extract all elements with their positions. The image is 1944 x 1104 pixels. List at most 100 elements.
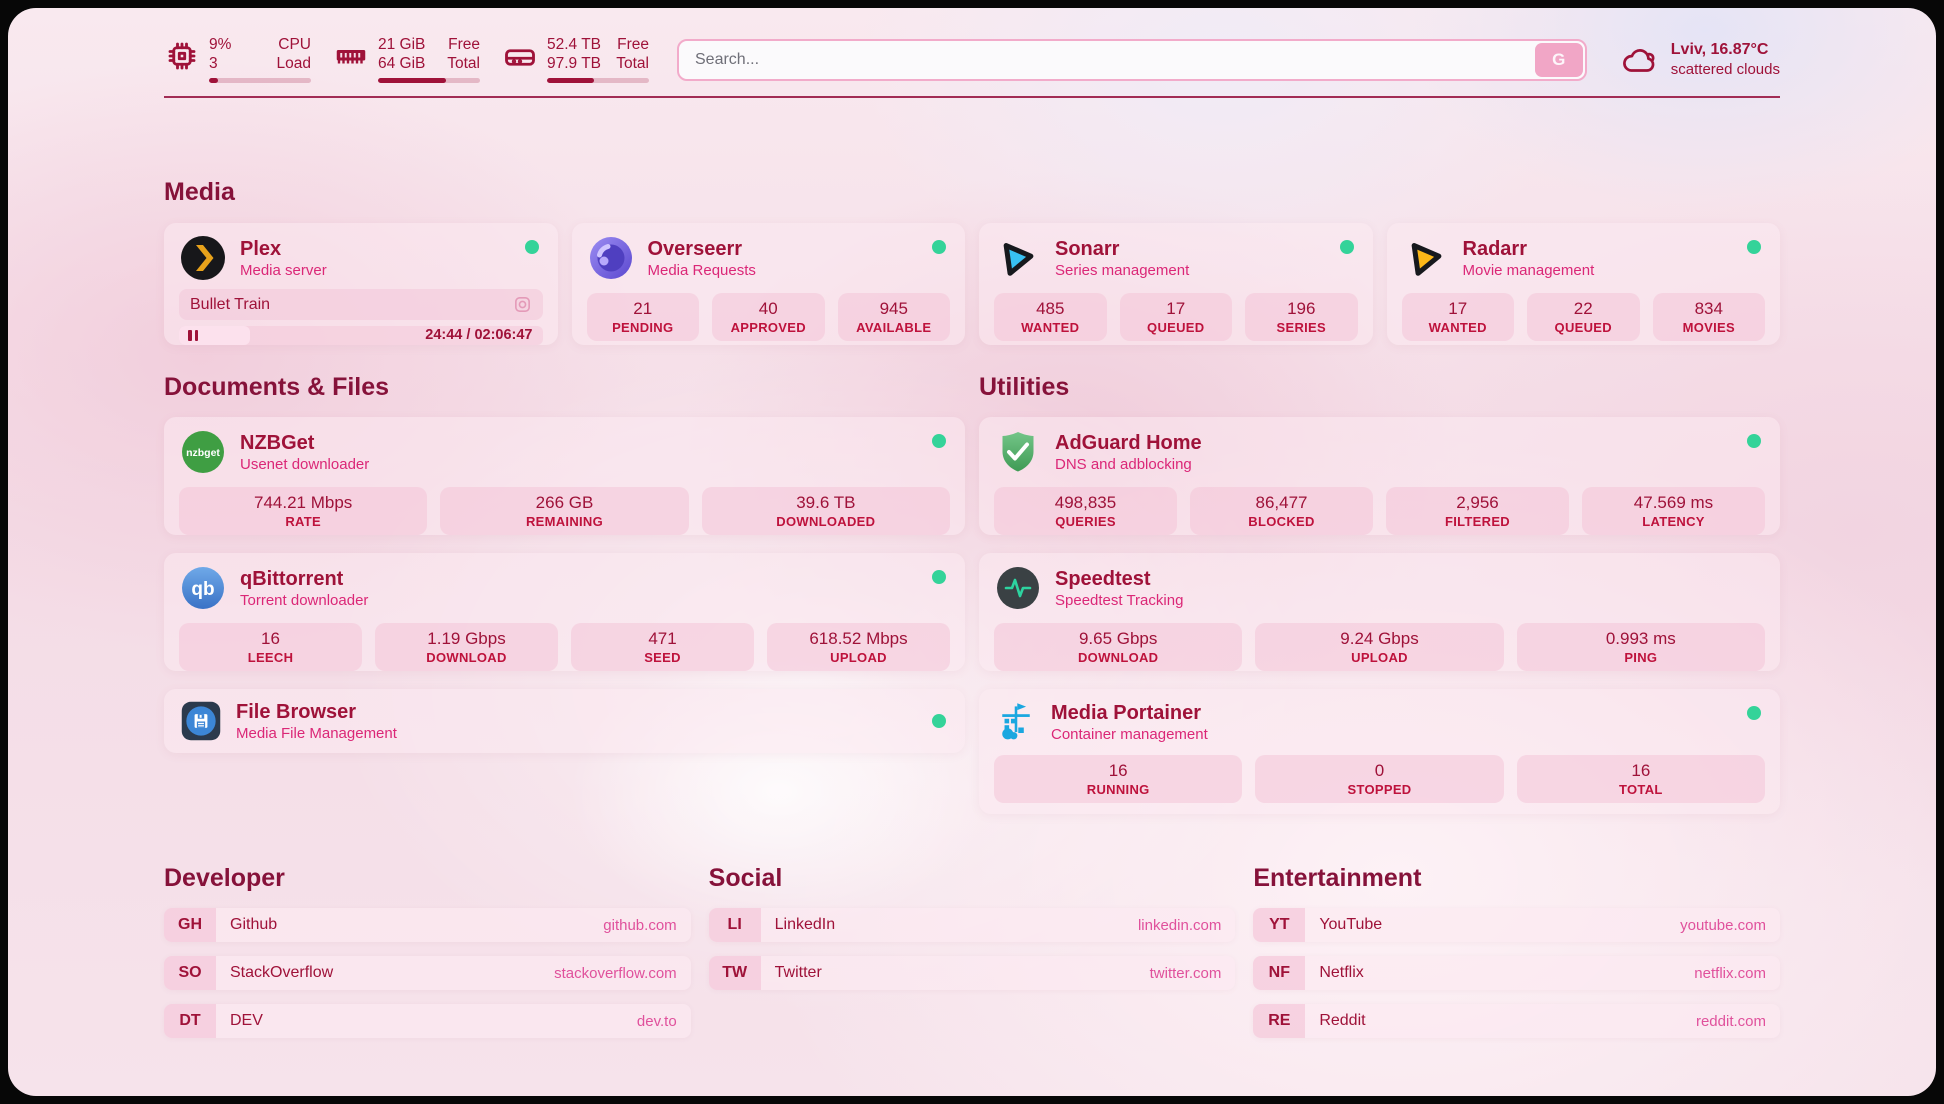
disk-total-value: 97.9 TB [547,55,602,72]
section-title-entertainment: Entertainment [1253,864,1422,892]
service-card-nzbget[interactable]: nzbget NZBGet Usenet downloader 744.21 M… [164,417,965,535]
bookmark-linkedin[interactable]: LI LinkedIn linkedin.com [708,908,1236,942]
service-card-portainer[interactable]: Media Portainer Container management 16 R… [979,689,1780,814]
status-dot [932,570,946,584]
column-developer: Developer GH Github github.com SO StackO… [164,864,691,1038]
service-subtitle: Media server [240,261,327,279]
weather-widget: Lviv, 16.87°C scattered clouds [1621,40,1780,79]
service-name: File Browser [236,700,357,723]
stat-stopped: 0 STOPPED [1255,755,1504,803]
stat-download: 9.65 Gbps DOWNLOAD [994,623,1243,671]
column-documents: Documents & Files nzbget NZBGet Usenet d… [164,373,965,814]
stat-filtered: 2,956 FILTERED [1386,487,1569,535]
media-type-icon [514,297,530,312]
bookmark-name: YouTube [1319,916,1383,933]
bookmark-abbr: LI [708,908,761,942]
adguard-icon [1002,432,1034,472]
bookmark-youtube[interactable]: YT YouTube youtube.com [1253,908,1780,942]
search-input[interactable] [679,50,1535,69]
service-name: Overseerr [647,237,743,260]
stat-blocked: 86,477 BLOCKED [1190,487,1373,535]
column-entertainment: Entertainment YT YouTube youtube.com NF … [1253,864,1780,1038]
stat-seed: 471 SEED [571,623,754,671]
service-name: Radarr [1462,237,1527,260]
system-widgets: 9% CPU 3 Load 21 GiB Free [164,36,649,83]
top-bar: 9% CPU 3 Load 21 GiB Free [164,8,1780,83]
status-dot [932,240,946,254]
service-card-qbittorrent[interactable]: qb qBittorrent Torrent downloader 16 LEEC… [164,553,965,671]
nzbget-icon: nzbget [182,431,224,473]
section-title-media: Media [164,178,235,206]
column-social: Social LI LinkedIn linkedin.com TW Twitt… [708,864,1236,1038]
bookmark-stackoverflow[interactable]: SO StackOverflow stackoverflow.com [164,956,691,990]
disk-icon [505,49,535,66]
weather-location: Lviv, 16.87°C [1670,41,1769,58]
disk-total-label: Total [616,55,649,72]
bookmark-name: DEV [230,1012,263,1029]
stat-available: 945 AVAILABLE [837,293,950,341]
bookmark-abbr: YT [1253,908,1306,942]
bookmark-abbr: GH [164,908,216,942]
search-engine-button[interactable]: G [1534,42,1583,77]
service-name: Sonarr [1055,237,1120,260]
service-subtitle: Speedtest Tracking [1055,591,1184,609]
overseerr-icon [589,237,632,279]
bookmark-url: youtube.com [1680,916,1766,934]
bookmark-name: Reddit [1319,1012,1366,1029]
radarr-icon [1411,243,1441,276]
stat-approved: 40 APPROVED [712,293,825,341]
bookmark-github[interactable]: GH Github github.com [164,908,691,942]
weather-condition: scattered clouds [1670,61,1780,78]
status-dot [1339,240,1354,254]
cpu-usage-label: CPU [278,36,311,53]
service-card-radarr[interactable]: Radarr Movie management 17 WANTED 22 QUEUE… [1386,223,1780,345]
bookmark-twitter[interactable]: TW Twitter twitter.com [708,956,1236,990]
cpu-icon [168,42,196,70]
stat-upload: 618.52 Mbps UPLOAD [767,623,950,671]
stat-wanted: 485 WANTED [994,293,1107,341]
bookmark-url: netflix.com [1694,964,1766,982]
bookmark-reddit[interactable]: RE Reddit reddit.com [1253,1004,1780,1038]
dashboard-page: 9% CPU 3 Load 21 GiB Free [8,8,1936,1096]
service-card-adguard[interactable]: AdGuard Home DNS and adblocking 498,835 Q… [979,417,1780,535]
section-title-social: Social [708,864,783,892]
bookmark-url: dev.to [636,1012,677,1030]
service-name: NZBGet [240,431,315,454]
bookmark-dev[interactable]: DT DEV dev.to [164,1004,691,1038]
filebrowser-icon [181,701,221,741]
stat-pending: 21 PENDING [586,293,699,341]
memory-free-label: Free [448,36,480,53]
stat-total: 16 TOTAL [1516,755,1765,803]
stat-leech: 16 LEECH [179,623,362,671]
memory-progress-bar [378,78,480,83]
stat-movies: 834 MOVIES [1652,293,1765,341]
service-card-plex[interactable]: Plex Media server Bullet Train [164,223,558,345]
status-dot [932,434,946,448]
bookmark-name: Twitter [774,964,822,981]
service-subtitle: Movie management [1462,261,1595,279]
service-name: AdGuard Home [1055,431,1202,454]
service-card-sonarr[interactable]: Sonarr Series management 485 WANTED 17 QUE… [979,223,1373,345]
bookmark-abbr: NF [1253,956,1306,990]
playback-time: 24:44 / 02:06:47 [425,327,533,343]
scattered-clouds-icon [1622,48,1655,72]
service-card-speedtest[interactable]: Speedtest Speedtest Tracking 9.65 Gbps DO… [979,553,1780,671]
stat-queries: 498,835 QUERIES [994,487,1177,535]
service-name: qBittorrent [240,567,344,590]
service-name: Plex [240,237,282,260]
svg-text:qb: qb [191,579,214,600]
stat-queued: 22 QUEUED [1527,293,1640,341]
section-title-documents: Documents & Files [164,373,390,401]
cpu-progress-bar [209,78,311,83]
plex-icon [181,236,225,280]
cpu-load-label: Load [276,55,311,72]
bookmark-netflix[interactable]: NF Netflix netflix.com [1253,956,1780,990]
stat-upload: 9.24 Gbps UPLOAD [1255,623,1504,671]
service-card-filebrowser[interactable]: File Browser Media File Management [164,689,965,753]
sonarr-icon [1003,243,1034,276]
disk-free-value: 52.4 TB [547,36,602,53]
service-card-overseerr[interactable]: Overseerr Media Requests 21 PENDING 40 APP… [571,223,965,345]
pause-icon [188,330,198,341]
service-subtitle: Usenet downloader [240,455,370,473]
stat-download: 1.19 Gbps DOWNLOAD [375,623,558,671]
